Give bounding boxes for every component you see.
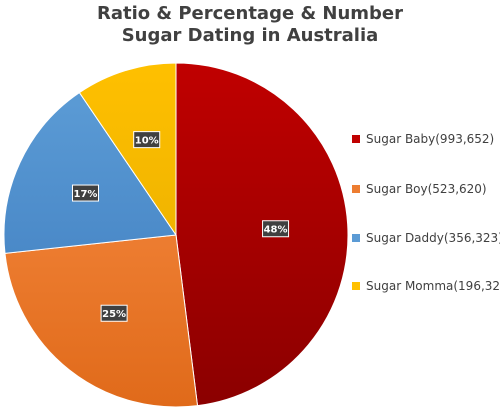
pie-slice-label-text-3: 10% — [135, 136, 159, 147]
pie-slice-label-box-2 — [71, 184, 99, 202]
pie-slice-2 — [3, 91, 177, 254]
chart-title-line-1: Ratio & Percentage & Number — [96, 3, 404, 24]
pie-slice-label-1: 25% — [100, 304, 128, 322]
pie-slice-label-box-1 — [100, 304, 128, 322]
pie-slice-label-text-2: 17% — [74, 189, 98, 200]
pie-slice-3 — [78, 62, 177, 237]
pie-slice-label-3: 10% — [133, 131, 161, 149]
chart-title-line-2: Sugar Dating in Australia — [121, 25, 379, 46]
pie-slice-label-0: 48% — [262, 220, 290, 238]
pie-slice-label-text-0: 48% — [264, 225, 288, 236]
pie-slice-label-box-0 — [262, 220, 290, 238]
pie-slice-label-box-3 — [133, 131, 161, 149]
pie-slice-label-text-1: 25% — [102, 309, 126, 320]
pie-slice-0 — [175, 62, 349, 407]
pie-slice-label-2: 17% — [71, 184, 99, 202]
